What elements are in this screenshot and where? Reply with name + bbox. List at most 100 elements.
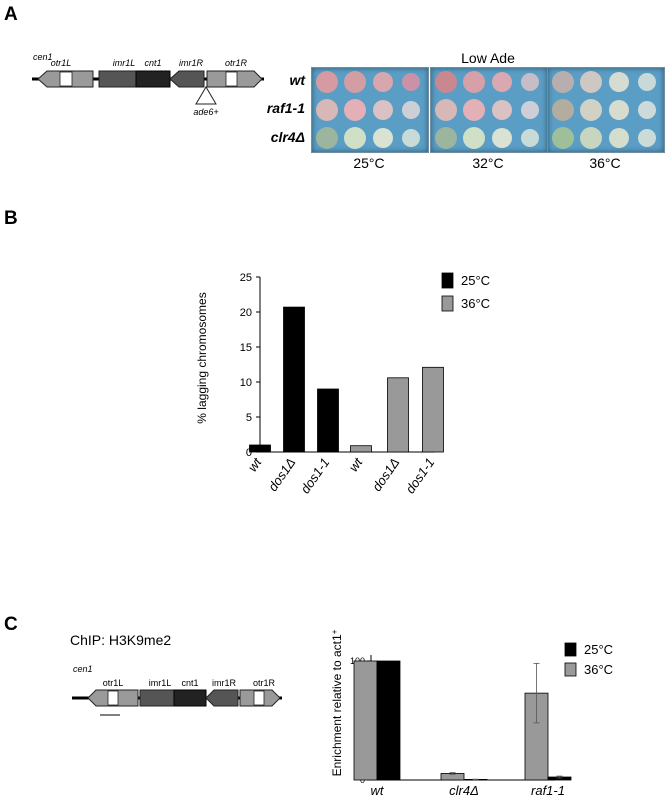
spot-colony (521, 73, 539, 91)
b-x-tick-label: dos1-1 (402, 455, 437, 496)
spot-colony (638, 129, 656, 147)
spot-colony (580, 127, 602, 149)
strain-label-wt-a: wt (289, 72, 305, 88)
h3k9me2-enrichment-chart: Enrichment relative to act1+ 02040608010… (330, 629, 614, 798)
b-legend-swatch (441, 272, 454, 289)
c-y-axis-label: Enrichment relative to act1+ (330, 629, 345, 776)
spot-colony (463, 127, 485, 149)
spot-colony (638, 101, 656, 119)
spot-colony (344, 99, 366, 121)
spot-colony (609, 128, 629, 148)
c-legend-swatch (564, 662, 577, 677)
spot-colony (521, 129, 539, 147)
otr1l-box-a (59, 71, 73, 87)
spot-colony (609, 100, 629, 120)
spot-colony (316, 127, 338, 149)
spot-colony (552, 71, 574, 93)
c-legend-label: 36°C (584, 662, 613, 677)
spot-colony (373, 72, 393, 92)
spot-colony (402, 101, 420, 119)
b-legend-label: 36°C (461, 296, 490, 311)
spot-colony (492, 72, 512, 92)
spot-assay-colonies (316, 71, 656, 149)
otr1l-label-c: otr1L (103, 678, 124, 688)
b-y-tick-label: 10 (240, 377, 252, 389)
plate-title: Low Ade (461, 50, 515, 66)
otr1r-box-c (253, 690, 265, 706)
otr1l-box-c (107, 690, 119, 706)
b-bar (283, 306, 305, 453)
b-x-tick-label: wt (346, 454, 367, 474)
spot-colony (316, 71, 338, 93)
spot-colony (344, 71, 366, 93)
spot-colony (521, 101, 539, 119)
c-x-tick-label: raf1-1 (531, 783, 565, 798)
b-y-tick-label: 5 (246, 412, 252, 424)
spot-colony (463, 99, 485, 121)
ade6-label: ade6+ (193, 107, 218, 117)
b-x-tick-label: dos1-1 (297, 455, 332, 496)
cnt1-label-c: cnt1 (181, 678, 198, 688)
spot-colony (435, 99, 457, 121)
spot-colony (580, 71, 602, 93)
cnt1-box-a (135, 70, 171, 88)
b-x-tick-label: dos1Δ (369, 455, 402, 494)
b-y-tick-label: 20 (240, 307, 252, 319)
b-y-tick-label: 25 (240, 272, 252, 284)
temp-label-25c: 25°C (353, 155, 385, 171)
spot-colony (492, 128, 512, 148)
spot-colony (492, 100, 512, 120)
cen1-diagram-a: cen1 otr1L imr1L cnt1 imr1R otr1R ade6+ (32, 52, 264, 117)
panel-letter-b: B (4, 208, 18, 229)
b-bar (387, 377, 409, 453)
temp-label-36c: 36°C (589, 155, 621, 171)
spot-colony (580, 99, 602, 121)
imr1r-label-a: imr1R (179, 58, 203, 68)
cen-label-c: cen1 (73, 664, 93, 674)
otr1r-label-c: otr1R (253, 678, 276, 688)
temp-label-32c: 32°C (472, 155, 504, 171)
strain-label-clr4-a: clr4Δ (270, 129, 305, 145)
c-bar (376, 660, 401, 781)
b-y-tick-label: 0 (246, 447, 252, 459)
otr1r-box-a (225, 71, 238, 87)
imr1r-arrow-a (169, 70, 205, 88)
spot-colony (463, 71, 485, 93)
c-x-tick-label: wt (371, 783, 385, 798)
imr1l-label-c: imr1L (149, 678, 172, 688)
b-bar (422, 366, 444, 453)
b-legend-label: 25°C (461, 273, 490, 288)
spot-colony (552, 127, 574, 149)
b-bar (350, 445, 372, 453)
spot-colony (373, 128, 393, 148)
b-bar (249, 444, 271, 453)
spot-colony (373, 100, 393, 120)
spot-colony (609, 72, 629, 92)
imr1r-arrow-c (205, 689, 239, 707)
spot-colony (344, 127, 366, 149)
cen-label-a: cen1 (33, 52, 53, 62)
cnt1-box-c (173, 689, 207, 707)
cen1-diagram-c: cen1 otr1L imr1L cnt1 imr1R otr1R (72, 664, 282, 716)
b-y-axis-label: % lagging chromosomes (195, 292, 209, 423)
b-y-tick-label: 15 (240, 342, 252, 354)
spot-colony (402, 73, 420, 91)
spot-colony (402, 129, 420, 147)
b-x-tick-label: dos1Δ (265, 455, 298, 494)
c-legend-swatch (564, 642, 577, 657)
spot-colony (552, 99, 574, 121)
chip-title: ChIP: H3K9me2 (70, 632, 172, 648)
c-x-tick-label: clr4Δ (449, 783, 479, 798)
c-legend-label: 25°C (584, 642, 613, 657)
panel-letter-a: A (4, 4, 18, 25)
b-legend-swatch (441, 295, 454, 312)
panel-letter-c: C (4, 614, 18, 635)
spot-colony (435, 127, 457, 149)
imr1l-label-a: imr1L (113, 58, 136, 68)
otr1r-label-a: otr1R (225, 58, 248, 68)
otr1l-label-a: otr1L (51, 58, 72, 68)
cnt1-label-a: cnt1 (144, 58, 161, 68)
b-bar (317, 388, 339, 453)
spot-colony (435, 71, 457, 93)
